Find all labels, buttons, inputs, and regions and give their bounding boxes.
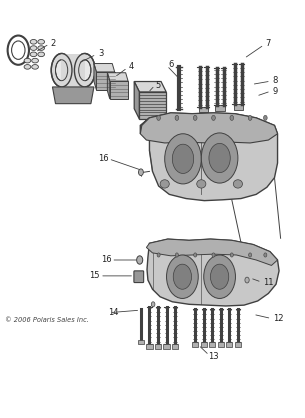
Ellipse shape: [51, 54, 72, 87]
Bar: [146, 344, 152, 349]
Polygon shape: [139, 92, 166, 119]
Text: 6: 6: [168, 60, 174, 69]
Ellipse shape: [38, 52, 45, 56]
Polygon shape: [140, 113, 278, 201]
Ellipse shape: [79, 60, 91, 81]
Text: 2: 2: [51, 39, 56, 48]
Circle shape: [212, 115, 215, 120]
Circle shape: [264, 115, 267, 120]
Polygon shape: [96, 72, 115, 90]
Polygon shape: [110, 81, 128, 99]
Text: 14: 14: [108, 308, 118, 317]
Circle shape: [245, 277, 249, 283]
Ellipse shape: [24, 59, 31, 63]
Ellipse shape: [32, 59, 38, 63]
FancyBboxPatch shape: [134, 271, 144, 283]
Bar: [192, 342, 198, 347]
Bar: [61, 54, 85, 87]
Circle shape: [175, 253, 178, 257]
Circle shape: [209, 143, 230, 173]
Text: 16: 16: [101, 255, 111, 265]
Bar: [215, 105, 225, 111]
Ellipse shape: [30, 40, 37, 44]
Circle shape: [264, 253, 267, 257]
Text: 12: 12: [273, 314, 283, 323]
Circle shape: [201, 133, 238, 183]
Text: 13: 13: [208, 352, 219, 361]
Circle shape: [230, 115, 234, 120]
Circle shape: [175, 115, 179, 120]
Ellipse shape: [30, 52, 37, 56]
Bar: [172, 344, 178, 349]
Bar: [199, 107, 208, 112]
Polygon shape: [107, 73, 128, 81]
Bar: [235, 342, 241, 347]
Text: 5: 5: [156, 81, 161, 90]
Circle shape: [165, 134, 201, 184]
Text: 7: 7: [265, 39, 271, 48]
Ellipse shape: [30, 46, 37, 50]
Polygon shape: [94, 64, 115, 72]
Ellipse shape: [233, 180, 242, 188]
Ellipse shape: [74, 54, 95, 87]
Circle shape: [151, 302, 155, 307]
Circle shape: [167, 255, 198, 298]
Text: © 2006 Polaris Sales Inc.: © 2006 Polaris Sales Inc.: [5, 317, 89, 323]
Text: 9: 9: [273, 87, 278, 96]
Polygon shape: [146, 239, 278, 265]
Polygon shape: [94, 64, 96, 90]
Text: 8: 8: [272, 76, 278, 85]
Polygon shape: [52, 87, 94, 104]
Ellipse shape: [32, 65, 38, 69]
Circle shape: [210, 264, 229, 289]
Text: 3: 3: [98, 49, 103, 58]
Ellipse shape: [56, 60, 68, 81]
Polygon shape: [107, 73, 110, 99]
Circle shape: [230, 253, 233, 257]
Circle shape: [193, 115, 197, 120]
Circle shape: [138, 169, 143, 176]
Polygon shape: [134, 82, 166, 92]
Bar: [201, 342, 207, 347]
Text: 16: 16: [99, 154, 109, 163]
Ellipse shape: [38, 46, 45, 50]
Text: 4: 4: [128, 62, 134, 71]
Circle shape: [137, 256, 143, 264]
Bar: [234, 104, 243, 110]
Ellipse shape: [197, 180, 206, 188]
Polygon shape: [147, 239, 279, 306]
Ellipse shape: [24, 65, 31, 69]
Circle shape: [173, 264, 192, 289]
Circle shape: [157, 253, 160, 257]
Ellipse shape: [38, 40, 45, 44]
Circle shape: [204, 255, 235, 298]
Text: 11: 11: [263, 278, 273, 287]
Bar: [209, 342, 215, 347]
Ellipse shape: [160, 180, 169, 188]
Polygon shape: [134, 82, 139, 119]
Circle shape: [212, 253, 215, 257]
Circle shape: [248, 115, 252, 120]
Text: 15: 15: [89, 271, 100, 280]
Bar: [218, 342, 224, 347]
Polygon shape: [140, 113, 278, 143]
Circle shape: [194, 253, 197, 257]
Bar: [138, 340, 144, 344]
Bar: [226, 342, 232, 347]
Circle shape: [157, 115, 160, 120]
Bar: [163, 344, 170, 349]
Circle shape: [249, 253, 252, 257]
Circle shape: [172, 144, 194, 173]
Bar: [155, 344, 161, 349]
